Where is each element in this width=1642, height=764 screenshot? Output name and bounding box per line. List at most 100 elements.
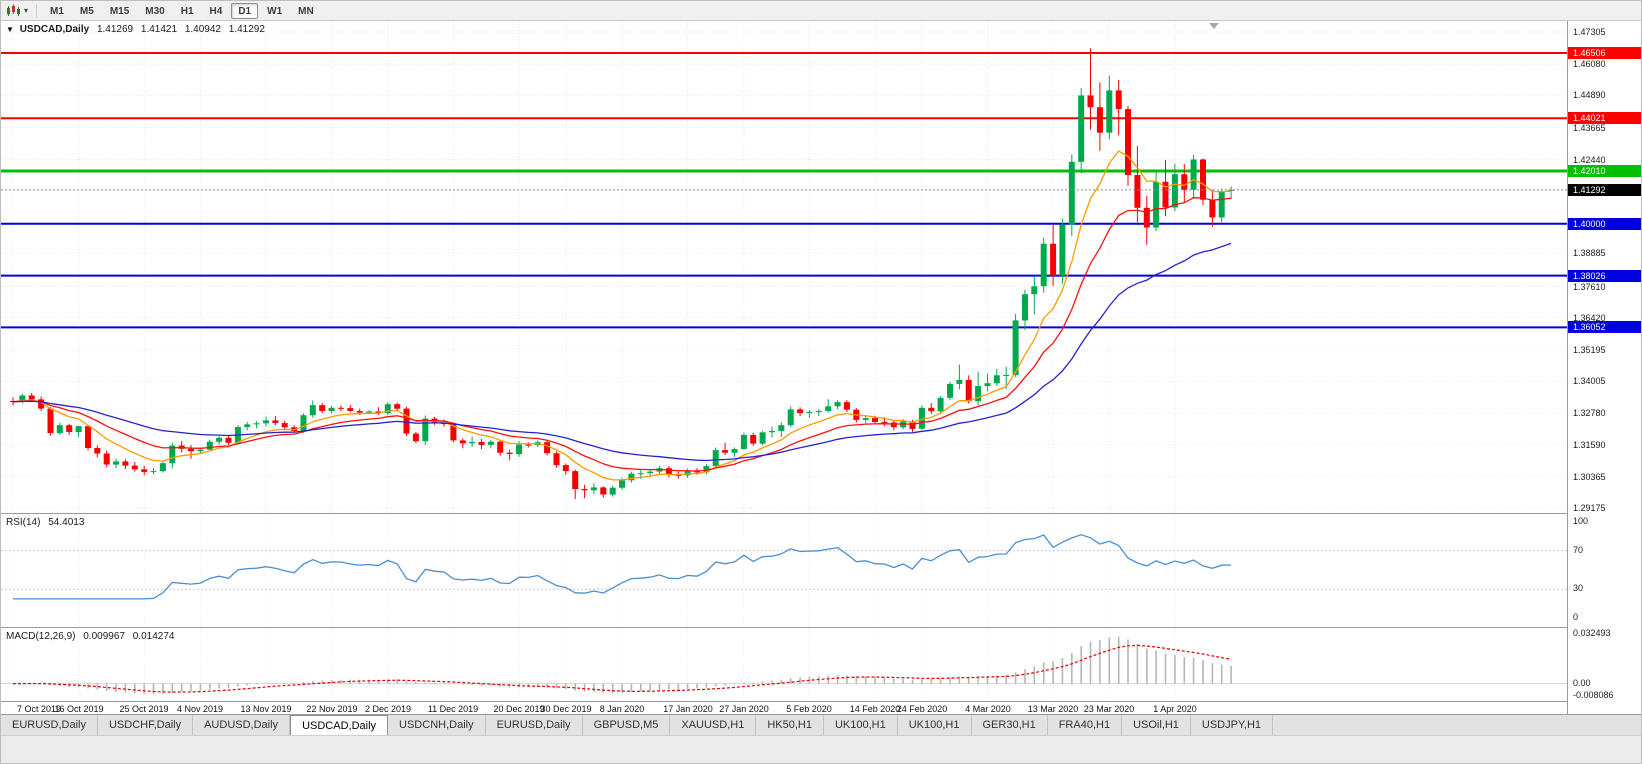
chart-tab-eurusd-daily[interactable]: EURUSD,Daily <box>485 715 583 735</box>
candlestick-series <box>10 48 1235 500</box>
chart-symbol: USDCAD,Daily <box>19 24 90 35</box>
macd-axis-label: 0.032493 <box>1573 628 1611 638</box>
chart-tab-usdcnh-daily[interactable]: USDCNH,Daily <box>388 715 486 735</box>
price-axis[interactable]: 1.47305 1.46080 1.44890 1.43665 1.42440 1.388… <box>1567 21 1641 714</box>
chart-tab-audusd-daily[interactable]: AUDUSD,Daily <box>193 715 291 735</box>
grid-lines <box>1 21 1567 513</box>
support-resistance-lines[interactable] <box>1 52 1567 329</box>
status-bar <box>1 735 1641 763</box>
rsi-axis-label: 0 <box>1573 612 1579 622</box>
price-line-label: 1.42010 <box>1568 165 1641 177</box>
price-axis-label: 1.35195 <box>1573 345 1606 355</box>
date-axis-label: 24 Feb 2020 <box>896 704 948 714</box>
chart-tab-gbpusd-m5[interactable]: GBPUSD,M5 <box>582 715 671 735</box>
price-axis-label: 1.47305 <box>1573 27 1606 37</box>
timeframe-button-m30[interactable]: M30 <box>145 5 165 17</box>
date-axis-label: 30 Dec 2019 <box>540 704 592 714</box>
price-axis-label: 1.37610 <box>1573 282 1606 292</box>
price-line-label: 1.40000 <box>1568 218 1641 230</box>
date-axis-label: 13 Mar 2020 <box>1027 704 1079 714</box>
date-axis-label: 16 Oct 2019 <box>54 704 104 714</box>
price-axis-label: 1.34005 <box>1573 376 1606 386</box>
timeframe-button-group: M1 M5 M15 M30 H1 H4 D1 W1 MN <box>43 2 321 19</box>
chart-tab-uk100-h1[interactable]: UK100,H1 <box>823 715 898 735</box>
timeframe-button-w1[interactable]: W1 <box>267 5 283 17</box>
date-axis-label: 1 Apr 2020 <box>1153 704 1197 714</box>
chart-tab-bar: EURUSD,Daily USDCHF,Daily AUDUSD,Daily USDC… <box>1 714 1641 735</box>
timeframe-button-m1[interactable]: M1 <box>50 5 64 17</box>
chevron-down-icon[interactable]: ▾ <box>24 6 29 15</box>
chart-tab-eurusd-daily[interactable]: EURUSD,Daily <box>1 715 98 735</box>
date-axis-label: 4 Mar 2020 <box>965 704 1011 714</box>
time-axis[interactable]: 7 Oct 2019 16 Oct 2019 25 Oct 2019 4 Nov 20… <box>1 701 1567 714</box>
chart-tab-usdchf-daily[interactable]: USDCHF,Daily <box>97 715 194 735</box>
ma-fast-line <box>12 150 1232 481</box>
date-axis-label: 17 Jan 2020 <box>663 704 713 714</box>
ohlc-close: 1.41292 <box>228 24 265 35</box>
chart-tab-usdjpy-h1[interactable]: USDJPY,H1 <box>1190 715 1274 735</box>
ohlc-high: 1.41421 <box>140 24 178 35</box>
price-axis-label: 1.38885 <box>1573 248 1606 258</box>
chart-type-icon[interactable] <box>4 3 22 19</box>
rsi-panel: RSI(14) 54.4013 <box>1 513 1567 627</box>
price-axis-label: 1.46080 <box>1573 59 1606 69</box>
ohlc-low: 1.40942 <box>184 24 221 35</box>
rsi-axis-label: 100 <box>1573 516 1589 526</box>
price-axis-label: 1.29175 <box>1573 503 1606 513</box>
price-axis-label: 1.30365 <box>1573 472 1606 482</box>
price-line-label: 1.46506 <box>1568 47 1641 59</box>
price-axis-label: 1.44890 <box>1573 90 1606 100</box>
rsi-canvas[interactable] <box>1 514 1567 627</box>
macd-label: MACD(12,26,9) <box>6 631 76 642</box>
date-axis-label: 27 Jan 2020 <box>719 704 769 714</box>
rsi-axis-label: 70 <box>1573 545 1584 555</box>
date-axis-label: 5 Feb 2020 <box>786 704 832 714</box>
rsi-value: 54.4013 <box>48 517 85 528</box>
chart-tab-ger30-h1[interactable]: GER30,H1 <box>971 715 1048 735</box>
chart-header: ▼ USDCAD,Daily 1.41269 1.41421 1.40942 1… <box>6 24 265 35</box>
date-axis-label: 7 Oct 2019 <box>16 704 62 714</box>
macd-header: MACD(12,26,9) 0.009967 0.014274 <box>6 631 174 642</box>
current-price-label: 1.41292 <box>1568 184 1641 196</box>
date-axis-label: 20 Dec 2019 <box>493 704 545 714</box>
date-axis-label: 22 Nov 2019 <box>306 704 358 714</box>
ohlc-open: 1.41269 <box>96 24 134 35</box>
price-axis-label: 1.43665 <box>1573 123 1606 133</box>
timeframe-button-m15[interactable]: M15 <box>109 5 130 17</box>
chart-tab-usdcad-daily[interactable]: USDCAD,Daily <box>290 715 389 735</box>
macd-main-value: 0.009967 <box>83 631 125 642</box>
macd-canvas[interactable] <box>1 628 1567 701</box>
rsi-header: RSI(14) 54.4013 <box>6 517 84 528</box>
timeframe-button-d1[interactable]: D1 <box>231 2 259 19</box>
price-line-label: 1.44021 <box>1568 112 1641 124</box>
timeframe-button-m5[interactable]: M5 <box>79 5 94 17</box>
chart-tab-fra40-h1[interactable]: FRA40,H1 <box>1047 715 1123 735</box>
macd-panel: MACD(12,26,9) 0.009967 0.014274 <box>1 627 1567 701</box>
timeframe-button-h4[interactable]: H4 <box>209 5 223 17</box>
price-chart-canvas[interactable] <box>1 21 1567 513</box>
macd-axis-label: 0.00 <box>1573 678 1591 688</box>
chart-shift-marker[interactable] <box>1209 23 1219 29</box>
date-axis-label: 25 Oct 2019 <box>119 704 169 714</box>
date-axis-label: 8 Jan 2020 <box>599 704 645 714</box>
toolbar: ▾ M1 M5 M15 M30 H1 H4 D1 W1 MN <box>1 1 1641 21</box>
date-axis-label: 4 Nov 2019 <box>176 704 224 714</box>
timeframe-button-mn[interactable]: MN <box>298 5 314 17</box>
chart-tab-uk100-h1[interactable]: UK100,H1 <box>897 715 972 735</box>
chart-tab-usoil-h1[interactable]: USOil,H1 <box>1122 715 1191 735</box>
macd-axis-label: -0.008086 <box>1573 690 1614 700</box>
grid-lines <box>12 514 1176 627</box>
macd-histogram <box>21 636 1232 695</box>
price-axis-label: 1.31590 <box>1573 440 1606 450</box>
chart-tab-xauusd-h1[interactable]: XAUUSD,H1 <box>670 715 757 735</box>
date-axis-label: 13 Nov 2019 <box>240 704 292 714</box>
chart-menu-icon[interactable]: ▼ <box>6 25 14 34</box>
price-axis-label: 1.36420 <box>1573 313 1606 323</box>
price-line-label: 1.38026 <box>1568 270 1641 282</box>
timeframe-button-h1[interactable]: H1 <box>180 5 194 17</box>
rsi-axis-label: 30 <box>1573 583 1584 593</box>
price-axis-label: 1.32780 <box>1573 408 1606 418</box>
chart-tab-hk50-h1[interactable]: HK50,H1 <box>756 715 824 735</box>
chart-tab-list: EURUSD,Daily USDCHF,Daily AUDUSD,Daily USDC… <box>1 715 1274 735</box>
